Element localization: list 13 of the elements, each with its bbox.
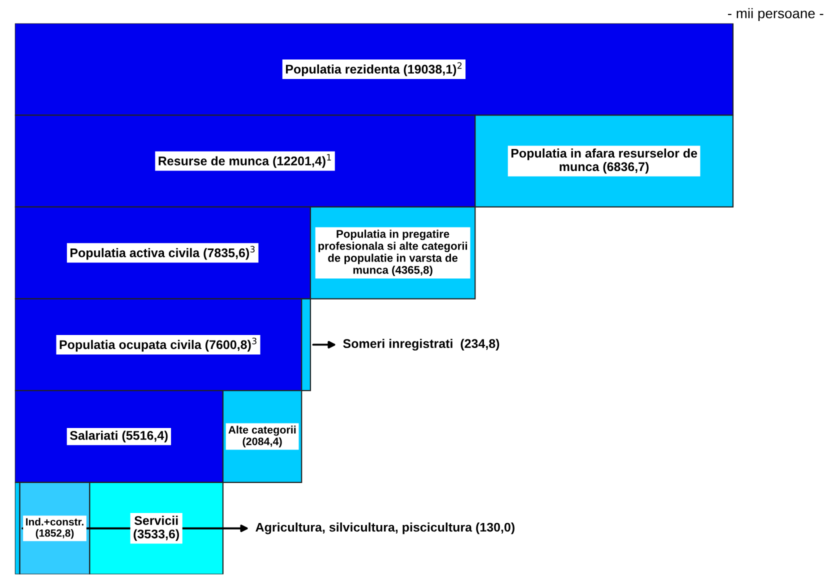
data-label: Populatia in pregatire profesionala si alte categorii de populatie in varsta de munca (4365,8): [318, 230, 468, 276]
data-label: Someri inregistrati (234,8): [343, 338, 500, 351]
data-label: Alte categorii (2084,4): [228, 426, 296, 448]
data-label: Resurse de munca (12201,4)$^{1}$: [158, 154, 331, 168]
data-label: Agricultura, silvicultura, piscicultura (130,0): [256, 522, 514, 534]
data-label: Servicii (3533,6): [134, 516, 179, 541]
data-label: Populatia in afara resurselor de munca (6836,7): [511, 148, 698, 174]
data-label: Salariati (5516,4): [70, 430, 168, 442]
data-label: Populatia ocupata civila (7600,8)$^{3}$: [60, 338, 256, 352]
text: - mii persoane -: [728, 8, 824, 22]
data-label: Populatia rezidenta (19038,1)$^{2}$: [286, 62, 462, 76]
data-label: Ind.+constr. (1852,8): [26, 518, 84, 539]
data-label: Populatia activa civila (7835,6)$^{3}$: [70, 246, 255, 260]
